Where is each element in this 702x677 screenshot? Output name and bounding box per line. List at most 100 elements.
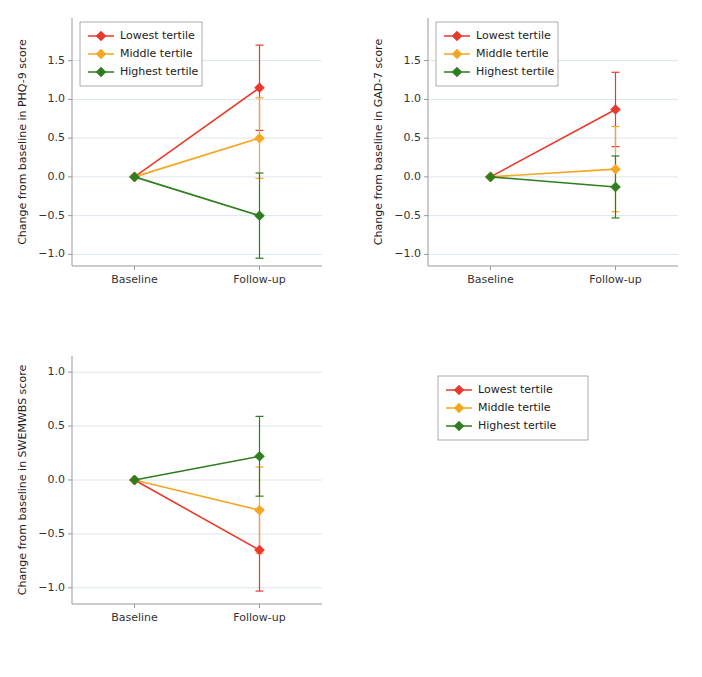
x-tick-label: Follow-up bbox=[589, 273, 641, 286]
y-axis-label: Change from baseline in PHQ-9 score bbox=[16, 39, 29, 245]
x-axis bbox=[428, 266, 678, 267]
y-tick bbox=[68, 426, 72, 427]
x-axis bbox=[72, 266, 322, 267]
y-axis bbox=[72, 356, 73, 604]
error-cap bbox=[256, 416, 264, 417]
grid-line bbox=[72, 372, 322, 373]
error-bar bbox=[612, 156, 620, 218]
x-tick-label: Follow-up bbox=[233, 611, 285, 624]
legend-marker bbox=[452, 67, 462, 77]
panel: −1.0−0.50.00.51.01.5BaselineFollow-upCha… bbox=[16, 18, 322, 286]
error-cap bbox=[256, 258, 264, 259]
grid-line bbox=[428, 176, 678, 177]
data-point bbox=[130, 475, 140, 485]
grid-line bbox=[72, 176, 322, 177]
y-tick bbox=[424, 215, 428, 216]
legend-frame bbox=[80, 22, 202, 86]
y-tick bbox=[424, 138, 428, 139]
y-tick-label: 1.5 bbox=[404, 54, 422, 67]
error-bar bbox=[256, 98, 264, 179]
y-tick-label: 1.5 bbox=[48, 54, 66, 67]
series-line bbox=[135, 456, 260, 480]
y-tick bbox=[424, 99, 428, 100]
legend-marker bbox=[454, 385, 464, 395]
data-point bbox=[130, 172, 140, 182]
y-tick-label: −0.5 bbox=[38, 527, 65, 540]
data-point bbox=[130, 475, 140, 485]
y-tick-label: 1.0 bbox=[404, 92, 422, 105]
error-cap bbox=[256, 172, 264, 173]
grid-line bbox=[428, 254, 678, 255]
y-tick bbox=[68, 254, 72, 255]
data-point bbox=[611, 164, 621, 174]
grid-line bbox=[72, 480, 322, 481]
y-tick bbox=[424, 254, 428, 255]
y-tick bbox=[68, 587, 72, 588]
panel: −1.0−0.50.00.51.0BaselineFollow-upChange… bbox=[16, 356, 322, 624]
error-bar bbox=[256, 416, 264, 496]
y-tick-label: −1.0 bbox=[38, 247, 65, 260]
x-tick bbox=[259, 266, 260, 270]
data-point bbox=[255, 505, 265, 515]
figure: −1.0 −0.5 0.0 0.5 1.0 1.5 Baseline Follow-up Cha… bbox=[0, 0, 702, 677]
series-line bbox=[135, 480, 260, 510]
y-tick bbox=[68, 533, 72, 534]
y-axis bbox=[72, 18, 73, 266]
data-point bbox=[611, 182, 621, 192]
y-tick bbox=[68, 99, 72, 100]
series-line bbox=[135, 177, 260, 216]
grid-line bbox=[428, 138, 678, 139]
legend-frame bbox=[436, 22, 558, 86]
grid-line bbox=[72, 587, 322, 588]
legend-marker bbox=[452, 49, 462, 59]
grid-line bbox=[72, 533, 322, 534]
data-point bbox=[255, 451, 265, 461]
legend-marker bbox=[452, 31, 462, 41]
legend-label: Middle tertile bbox=[478, 401, 551, 414]
error-bar bbox=[256, 173, 264, 258]
y-tick bbox=[68, 60, 72, 61]
y-tick bbox=[68, 480, 72, 481]
grid-line bbox=[72, 215, 322, 216]
series-line bbox=[491, 109, 616, 176]
grid-line bbox=[72, 254, 322, 255]
error-cap bbox=[612, 217, 620, 218]
plot-area bbox=[130, 416, 265, 591]
data-point bbox=[255, 545, 265, 555]
data-point bbox=[130, 172, 140, 182]
x-tick-label: Baseline bbox=[111, 611, 158, 624]
series-line bbox=[135, 138, 260, 177]
data-point bbox=[486, 172, 496, 182]
x-tick-label: Baseline bbox=[467, 273, 514, 286]
error-cap bbox=[256, 97, 264, 98]
error-cap bbox=[256, 496, 264, 497]
y-tick-label: 0.0 bbox=[48, 473, 66, 486]
x-tick bbox=[259, 604, 260, 608]
y-tick-label: 0.5 bbox=[404, 131, 422, 144]
x-tick-label: Follow-up bbox=[233, 273, 285, 286]
legend: Lowest tertile Middle tertile Highest tert… bbox=[438, 376, 588, 440]
y-tick bbox=[424, 176, 428, 177]
grid-line bbox=[72, 426, 322, 427]
y-tick bbox=[68, 215, 72, 216]
y-tick bbox=[68, 372, 72, 373]
legend-marker bbox=[96, 31, 106, 41]
y-tick-label: −1.0 bbox=[38, 581, 65, 594]
legend-label: Highest tertile bbox=[120, 65, 199, 78]
error-cap bbox=[612, 72, 620, 73]
legend-label: Highest tertile bbox=[476, 65, 555, 78]
legend-label: Lowest tertile bbox=[476, 29, 551, 42]
legend-label: Lowest tertile bbox=[478, 383, 553, 396]
series-line bbox=[135, 480, 260, 550]
x-tick bbox=[134, 604, 135, 608]
legend: Lowest tertileMiddle tertileHighest tert… bbox=[436, 22, 558, 86]
y-tick bbox=[68, 138, 72, 139]
x-tick bbox=[490, 266, 491, 270]
y-tick bbox=[424, 60, 428, 61]
data-point bbox=[130, 475, 140, 485]
error-cap bbox=[612, 126, 620, 127]
data-point bbox=[255, 133, 265, 143]
legend: Lowest tertileMiddle tertileHighest tert… bbox=[80, 22, 202, 86]
legend-label: Highest tertile bbox=[478, 419, 557, 432]
legend-marker bbox=[454, 421, 464, 431]
